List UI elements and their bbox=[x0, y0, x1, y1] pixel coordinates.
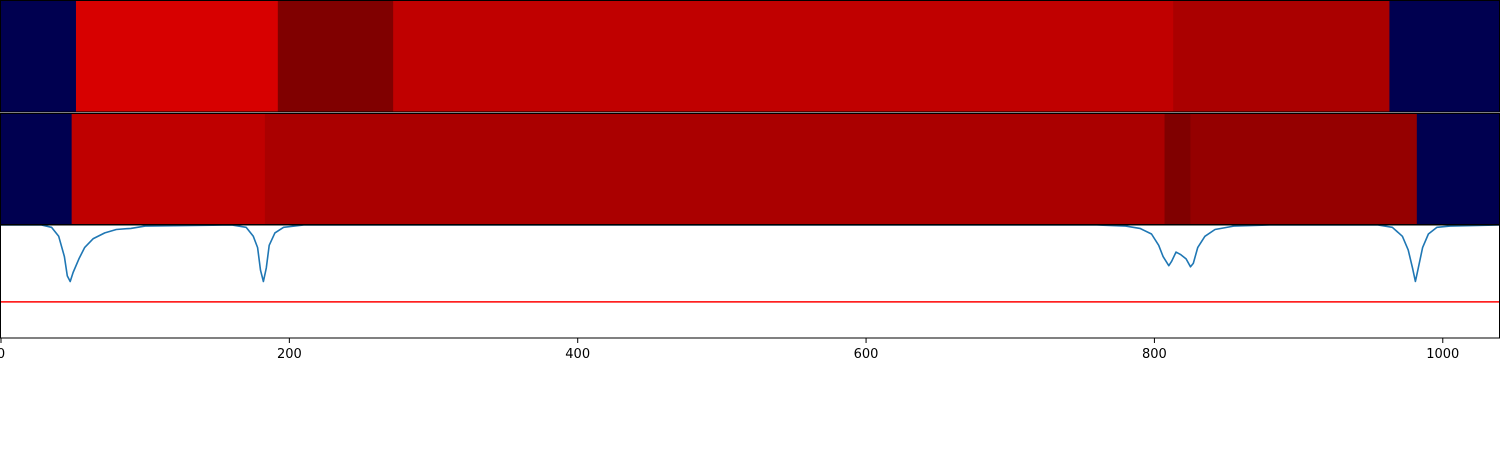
blue-series-line bbox=[1, 224, 1500, 283]
middle-heatmap-segment-0 bbox=[1, 114, 73, 225]
x-axis: 0 200 400 600 800 1000 bbox=[0, 338, 1459, 362]
middle-heatmap-segment-5 bbox=[1416, 114, 1500, 225]
x-tick-label-600: 600 bbox=[854, 347, 879, 362]
middle-heatmap-segment-1 bbox=[71, 114, 266, 225]
x-tick-label-0: 0 bbox=[0, 347, 5, 362]
top-heatmap-segment-4 bbox=[1173, 1, 1390, 112]
middle-heatmap-segment-4 bbox=[1190, 114, 1418, 225]
top-heatmap-strip bbox=[1, 1, 1500, 112]
top-heatmap-segment-1 bbox=[75, 1, 279, 112]
top-heatmap-segment-2 bbox=[277, 1, 394, 112]
line-plot-panel bbox=[1, 224, 1500, 338]
line-plot-background bbox=[1, 225, 1499, 338]
middle-heatmap-segment-2 bbox=[264, 114, 1166, 225]
middle-heatmap-segment-3 bbox=[1164, 114, 1191, 225]
x-tick-label-800: 800 bbox=[1142, 347, 1167, 362]
top-heatmap-segment-5 bbox=[1389, 1, 1500, 112]
x-tick-label-200: 200 bbox=[277, 347, 302, 362]
top-heatmap-segment-0 bbox=[1, 1, 77, 112]
middle-heatmap-strip bbox=[1, 114, 1500, 225]
top-heatmap-segment-3 bbox=[393, 1, 1174, 112]
x-tick-label-400: 400 bbox=[565, 347, 590, 362]
x-tick-label-1000: 1000 bbox=[1426, 347, 1459, 362]
